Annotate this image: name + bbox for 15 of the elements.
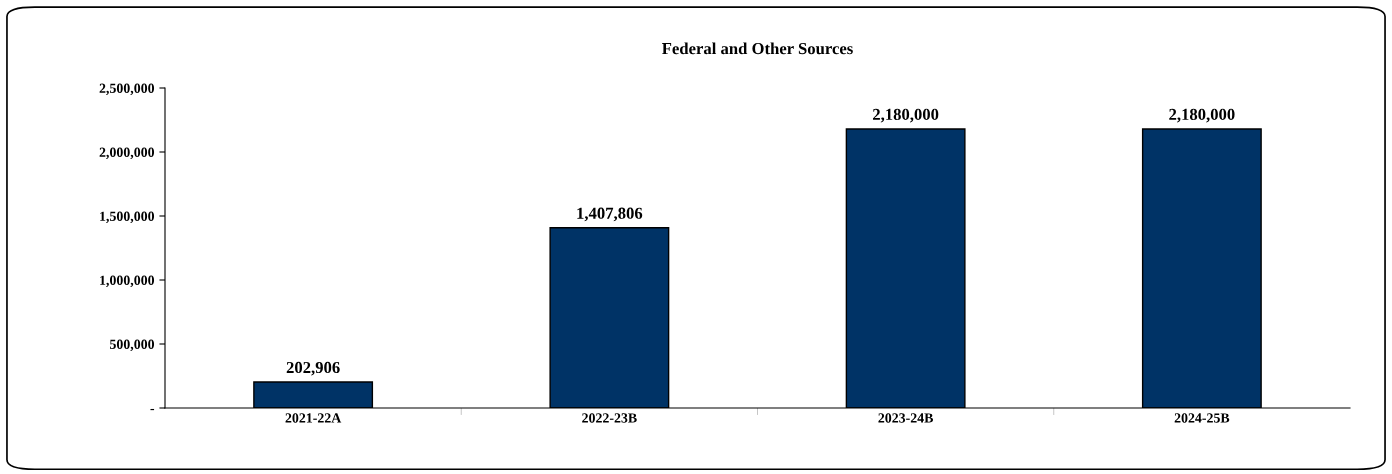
data-label: 2,180,000 — [872, 108, 939, 123]
y-tick-label: 1,500,000 — [100, 211, 155, 223]
data-label: 202,906 — [286, 361, 340, 376]
chart-title: Federal and Other Sources — [662, 42, 853, 55]
y-tick-label: 2,000,000 — [99, 147, 155, 159]
x-tick-label: 2023-24B — [878, 413, 934, 423]
y-tick-label: - — [150, 408, 155, 411]
x-tick-label: 2022-23B — [582, 413, 637, 423]
x-tick-label: 2024-25B — [1174, 413, 1230, 423]
y-tick-label: 1,000,000 — [100, 275, 155, 287]
y-tick-label: 500,000 — [110, 339, 155, 351]
data-label: 1,407,806 — [577, 207, 643, 222]
y-tick-label: 2,500,000 — [99, 83, 155, 95]
x-tick-label: 2021-22A — [285, 413, 342, 423]
data-label: 2,180,000 — [1169, 108, 1235, 123]
